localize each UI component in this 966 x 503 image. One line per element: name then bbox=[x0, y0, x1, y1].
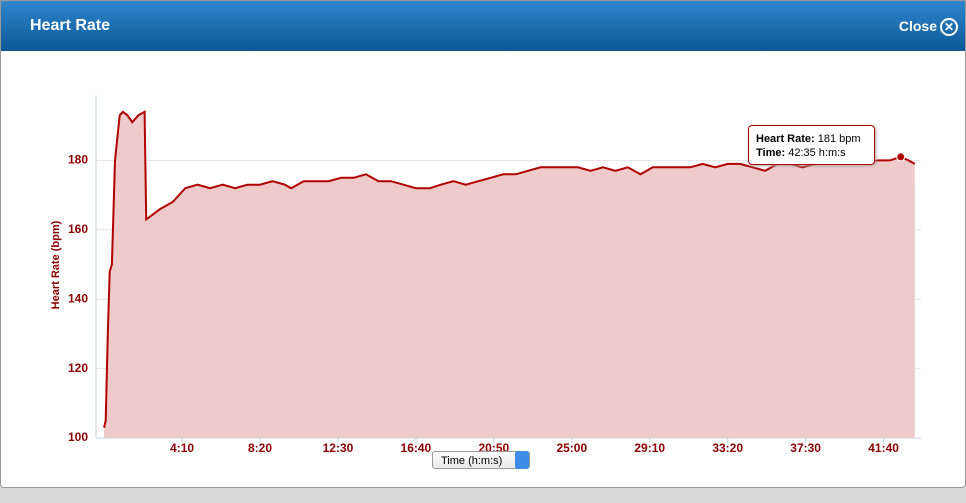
close-button[interactable]: Close bbox=[898, 18, 937, 34]
tooltip: Heart Rate: 181 bpm Time: 42:35 h:m:s bbox=[748, 125, 875, 165]
y-tick-label: 160 bbox=[68, 222, 88, 236]
tooltip-value: 42:35 h:m:s bbox=[788, 147, 846, 159]
area bbox=[104, 111, 915, 439]
close-icon[interactable]: ✕ bbox=[940, 18, 958, 36]
x-tick-label: 25:00 bbox=[556, 441, 587, 455]
y-tick-label: 100 bbox=[68, 430, 88, 444]
select-arrow[interactable] bbox=[515, 451, 529, 469]
x-tick-label: 41:40 bbox=[868, 441, 899, 455]
x-tick-label: 29:10 bbox=[634, 441, 665, 455]
x-axis-select[interactable]: Time (h:m:s) bbox=[432, 451, 530, 469]
dialog-header: Heart Rate Close ✕ bbox=[1, 1, 965, 51]
y-tick-label: 180 bbox=[68, 153, 88, 167]
dialog-title: Heart Rate bbox=[30, 17, 111, 34]
x-tick-label: 33:20 bbox=[712, 441, 743, 455]
tooltip-row: Heart Rate: 181 bpm bbox=[756, 132, 867, 146]
line bbox=[103, 110, 916, 428]
x-axis-title: Time (h:m:s) bbox=[441, 455, 503, 467]
tooltip-row: Time: 42:35 h:m:s bbox=[756, 146, 867, 160]
hover-point bbox=[896, 152, 906, 162]
x-tick-label: 4:10 bbox=[170, 441, 194, 455]
tooltip-key: Heart Rate: bbox=[756, 133, 815, 145]
y-tick-label: 140 bbox=[68, 291, 88, 305]
y-tick-label: 120 bbox=[68, 361, 88, 375]
x-tick-label: 16:40 bbox=[401, 441, 432, 455]
x-tick-label: 37:30 bbox=[790, 441, 821, 455]
y-axis-title: Heart Rate (bpm) bbox=[50, 220, 62, 309]
tooltip-value: 181 bpm bbox=[817, 133, 861, 145]
tooltip-key: Time: bbox=[756, 147, 786, 159]
x-tick-label: 12:30 bbox=[323, 441, 354, 455]
x-tick-label: 8:20 bbox=[248, 441, 272, 455]
